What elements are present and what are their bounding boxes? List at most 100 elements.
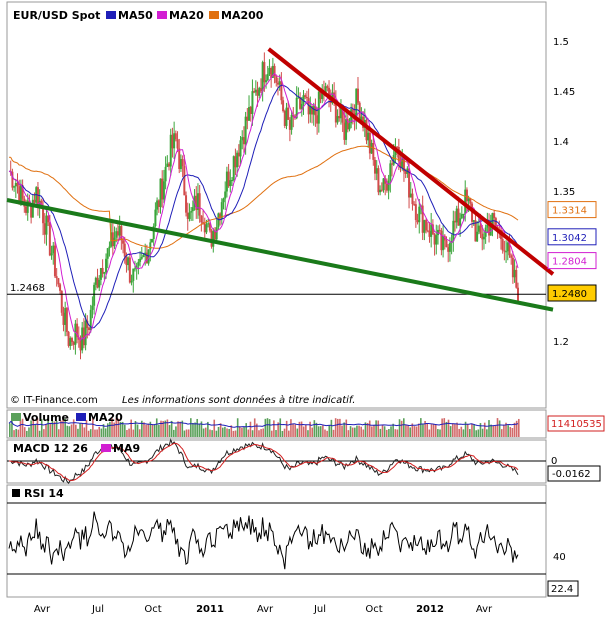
volume-bar [339, 418, 341, 437]
volume-bar [366, 422, 369, 437]
volume-bar [34, 424, 37, 437]
volume-bar [128, 428, 130, 437]
volume-bar [49, 422, 52, 437]
candle-body [232, 156, 235, 181]
candle-body [488, 224, 491, 236]
candle-body [256, 89, 259, 96]
volume-bar [402, 418, 405, 437]
candle-body [459, 218, 462, 226]
candle-body [360, 116, 363, 123]
volume-value-label: 11410535 [551, 419, 602, 430]
ma50-legend-label: MA50 [118, 9, 153, 22]
value-tag [547, 252, 597, 270]
volume-bar [518, 418, 520, 437]
volume-bar [456, 422, 458, 437]
candle-body [242, 137, 245, 145]
candle-body [428, 230, 431, 237]
volume-bar [111, 418, 113, 437]
volume-bar [275, 430, 277, 437]
candle-body [266, 74, 269, 81]
volume-bar [121, 421, 124, 437]
candle-body [370, 142, 373, 154]
macd-ma9-legend-swatch [101, 444, 111, 452]
volume-bar [466, 423, 469, 437]
candle-body [448, 243, 451, 252]
candle-body [181, 159, 184, 167]
volume-bar [217, 426, 220, 437]
candle-body [43, 223, 46, 235]
volume-bar [379, 428, 382, 437]
volume-bar [345, 419, 348, 437]
candle-body [259, 87, 262, 92]
ma200-line [8, 145, 519, 249]
candle-body [282, 100, 285, 112]
candle-body [273, 65, 276, 76]
ma50-legend-swatch [106, 11, 116, 19]
candle-body [108, 246, 111, 249]
candle-body [105, 258, 108, 273]
volume-bar [443, 418, 446, 437]
volume-bar [422, 424, 424, 437]
candle-body [270, 67, 273, 78]
volume-bar [196, 418, 199, 437]
volume-bar [45, 424, 47, 437]
volume-bar [207, 421, 209, 437]
volume-bar [158, 424, 160, 437]
candle-body [253, 91, 256, 93]
candle-body [471, 203, 474, 222]
volume-bar [155, 418, 158, 437]
candle-body [455, 208, 458, 223]
volume-bar [409, 427, 411, 437]
candle-body [150, 239, 153, 243]
candle-body [285, 107, 288, 126]
candle-body [305, 96, 308, 99]
candle-body [389, 163, 392, 181]
candle-body [508, 242, 511, 256]
candle-body [111, 232, 114, 247]
volume-bar [70, 424, 73, 437]
rsi-value-tag [547, 580, 579, 597]
candle-body [464, 189, 467, 214]
volume-bar [277, 422, 279, 437]
volume-bar [32, 418, 35, 437]
volume-bar [92, 418, 94, 437]
candle-body [254, 89, 257, 93]
volume-bar [488, 420, 490, 437]
volume-bar [394, 429, 397, 437]
candle-body [128, 257, 131, 283]
volume-bar [279, 418, 282, 437]
volume-bar [258, 430, 260, 437]
candle-body [196, 193, 199, 210]
volume-bar [53, 421, 56, 437]
candle-body [333, 92, 336, 100]
candle-body [74, 323, 77, 345]
volume-ma20-legend-swatch [76, 413, 86, 421]
volume-bar [385, 429, 388, 437]
candle-body [94, 277, 97, 285]
volume-bar [89, 429, 92, 437]
candle-body [377, 168, 380, 193]
volume-bar [106, 423, 109, 437]
candle-body [481, 233, 484, 240]
volume-bar [213, 419, 216, 437]
candle-body [45, 215, 48, 235]
candle-body [341, 107, 344, 123]
volume-bar [420, 418, 422, 437]
volume-bar [305, 424, 307, 437]
volume-bar [190, 418, 192, 437]
candle-body [84, 320, 87, 346]
candle-body [113, 237, 116, 247]
volume-bar [221, 427, 224, 437]
candle-body [103, 272, 106, 274]
copyright-label: © IT-Finance.com [10, 395, 98, 406]
candle-body [510, 255, 513, 258]
volume-bar [360, 426, 363, 437]
volume-bar [98, 426, 101, 437]
candle-body [408, 168, 411, 198]
volume-bar [64, 418, 66, 437]
candle-body [435, 235, 438, 245]
volume-bar [307, 430, 309, 437]
value-tag [547, 201, 597, 219]
candle-body [391, 163, 394, 165]
candle-body [93, 284, 96, 306]
